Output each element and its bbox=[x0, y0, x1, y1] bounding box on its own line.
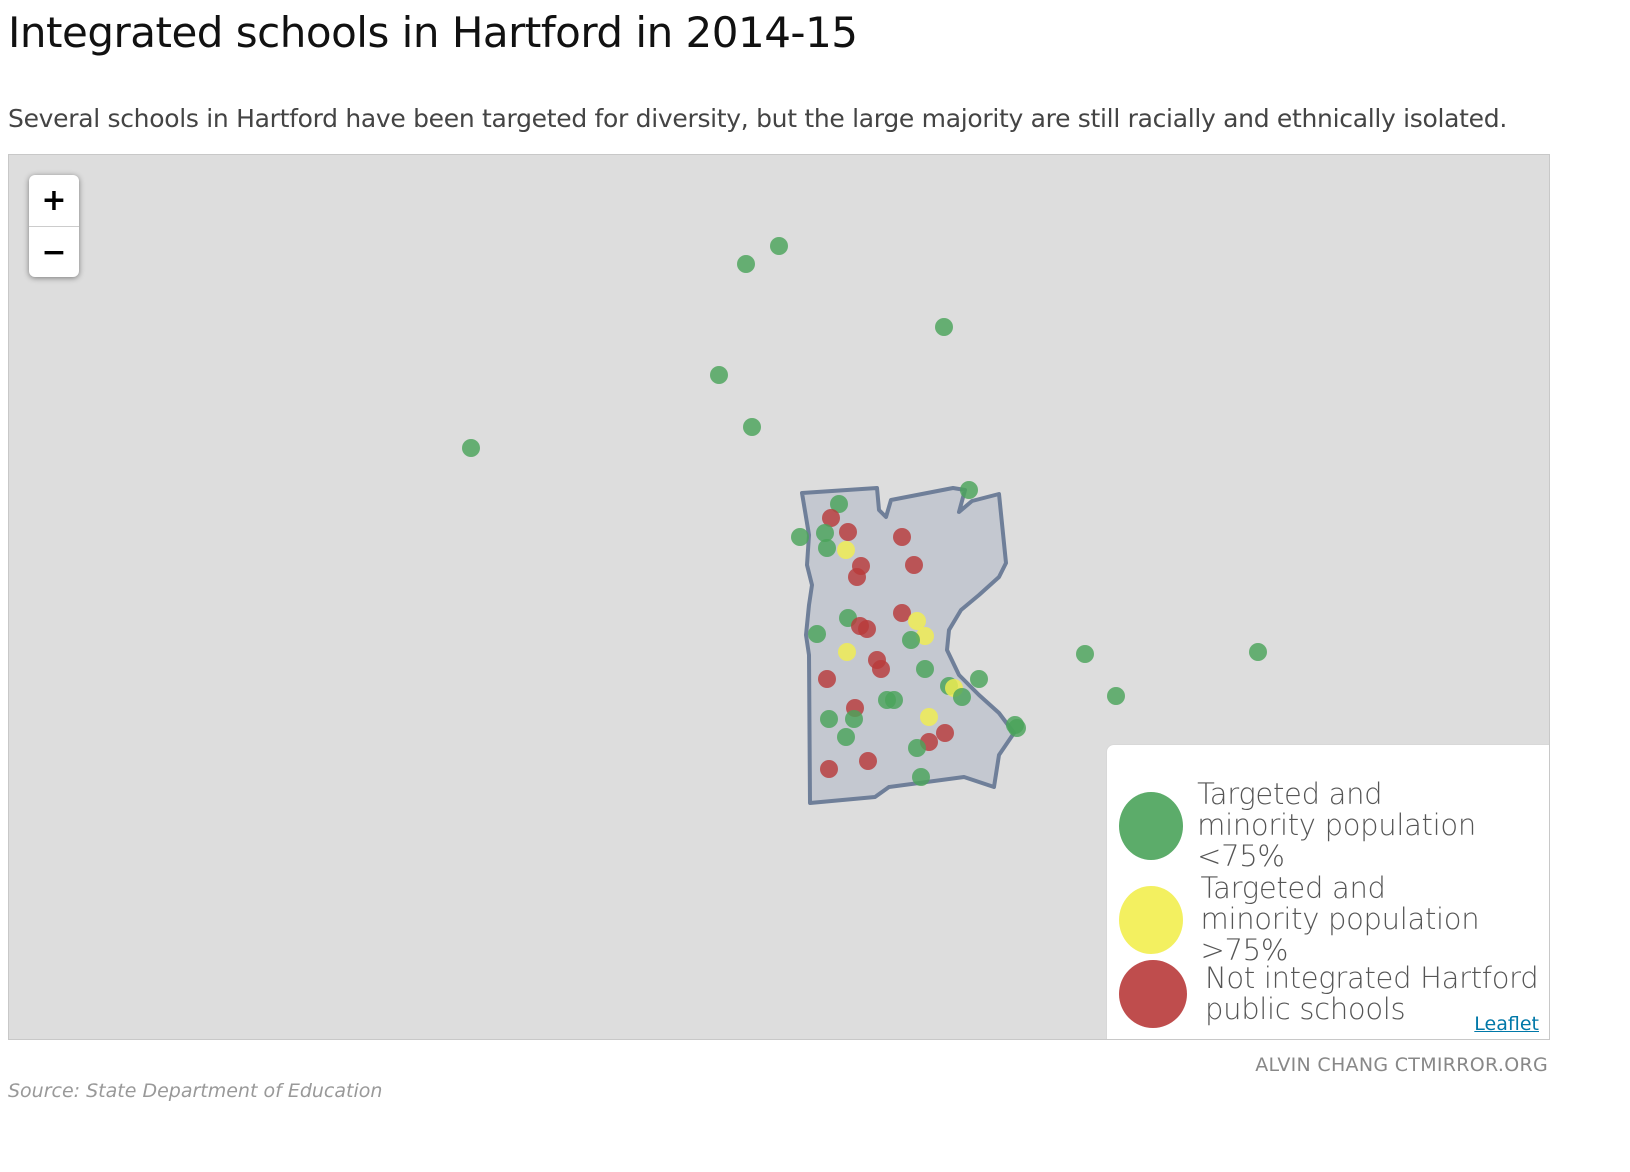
school-marker-green[interactable] bbox=[1076, 645, 1094, 663]
school-marker-green[interactable] bbox=[820, 710, 838, 728]
school-marker-green[interactable] bbox=[935, 318, 953, 336]
school-marker-green[interactable] bbox=[845, 710, 863, 728]
legend-swatch-red bbox=[1119, 960, 1187, 1028]
map-layer bbox=[462, 237, 1267, 805]
school-marker-green[interactable] bbox=[1006, 716, 1024, 734]
school-marker-green[interactable] bbox=[743, 418, 761, 436]
credit-byline: ALVIN CHANG CTMIRROR.ORG bbox=[1255, 1054, 1548, 1076]
legend-label: minority population <75% bbox=[1197, 808, 1476, 873]
school-marker-green[interactable] bbox=[816, 524, 834, 542]
school-marker-red[interactable] bbox=[905, 556, 923, 574]
school-marker-red[interactable] bbox=[936, 724, 954, 742]
school-marker-green[interactable] bbox=[710, 366, 728, 384]
school-marker-green[interactable] bbox=[1249, 643, 1267, 661]
school-marker-red[interactable] bbox=[859, 752, 877, 770]
school-marker-green[interactable] bbox=[960, 481, 978, 499]
zoom-control: + − bbox=[29, 175, 79, 277]
school-marker-green[interactable] bbox=[737, 255, 755, 273]
school-marker-red[interactable] bbox=[893, 604, 911, 622]
legend-item-not-integrated: Not integrated Hartford public schools bbox=[1107, 960, 1539, 1028]
page-subtitle: Several schools in Hartford have been ta… bbox=[8, 104, 1507, 133]
page-title: Integrated schools in Hartford in 2014-1… bbox=[8, 8, 858, 57]
leaflet-attribution-link[interactable]: Leaflet bbox=[1464, 1009, 1549, 1039]
zoom-out-button[interactable]: − bbox=[41, 234, 67, 270]
school-marker-green[interactable] bbox=[462, 439, 480, 457]
legend-swatch-green bbox=[1119, 791, 1184, 860]
map-legend: Targeted and minority population <75% Ta… bbox=[1106, 744, 1549, 1039]
legend-item-targeted-under-75: Targeted and minority population <75% bbox=[1107, 777, 1549, 873]
source-note: Source: State Department of Education bbox=[8, 1080, 383, 1102]
school-marker-green[interactable] bbox=[791, 528, 809, 546]
school-marker-yellow[interactable] bbox=[920, 708, 938, 726]
school-marker-green[interactable] bbox=[1107, 687, 1125, 705]
school-marker-green[interactable] bbox=[902, 631, 920, 649]
school-marker-yellow[interactable] bbox=[837, 541, 855, 559]
school-marker-green[interactable] bbox=[885, 691, 903, 709]
legend-label: public schools bbox=[1205, 992, 1406, 1026]
map-container[interactable]: + − Targeted and minority population <75… bbox=[8, 154, 1550, 1040]
school-marker-green[interactable] bbox=[953, 688, 971, 706]
school-marker-red[interactable] bbox=[820, 760, 838, 778]
school-marker-green[interactable] bbox=[770, 237, 788, 255]
legend-label: Targeted and bbox=[1197, 777, 1383, 811]
legend-label: minority population >75% bbox=[1200, 902, 1480, 967]
school-marker-green[interactable] bbox=[912, 768, 930, 786]
school-marker-red[interactable] bbox=[822, 509, 840, 527]
school-marker-green[interactable] bbox=[818, 539, 836, 557]
school-marker-red[interactable] bbox=[872, 660, 890, 678]
school-marker-green[interactable] bbox=[908, 739, 926, 757]
school-marker-yellow[interactable] bbox=[838, 643, 856, 661]
school-marker-green[interactable] bbox=[837, 728, 855, 746]
school-marker-red[interactable] bbox=[818, 670, 836, 688]
legend-label: Targeted and bbox=[1200, 871, 1386, 905]
school-marker-red[interactable] bbox=[839, 523, 857, 541]
legend-label: Not integrated Hartford bbox=[1205, 961, 1539, 995]
school-marker-green[interactable] bbox=[830, 495, 848, 513]
legend-item-targeted-over-75: Targeted and minority population >75% bbox=[1107, 871, 1549, 967]
school-marker-yellow[interactable] bbox=[916, 627, 934, 645]
school-marker-yellow[interactable] bbox=[908, 612, 926, 630]
school-marker-red[interactable] bbox=[893, 528, 911, 546]
school-marker-red[interactable] bbox=[858, 620, 876, 638]
legend-swatch-yellow bbox=[1119, 885, 1183, 954]
school-marker-green[interactable] bbox=[970, 670, 988, 688]
school-marker-red[interactable] bbox=[848, 568, 866, 586]
school-marker-green[interactable] bbox=[808, 625, 826, 643]
zoom-in-button[interactable]: + bbox=[29, 175, 79, 227]
school-marker-green[interactable] bbox=[916, 660, 934, 678]
